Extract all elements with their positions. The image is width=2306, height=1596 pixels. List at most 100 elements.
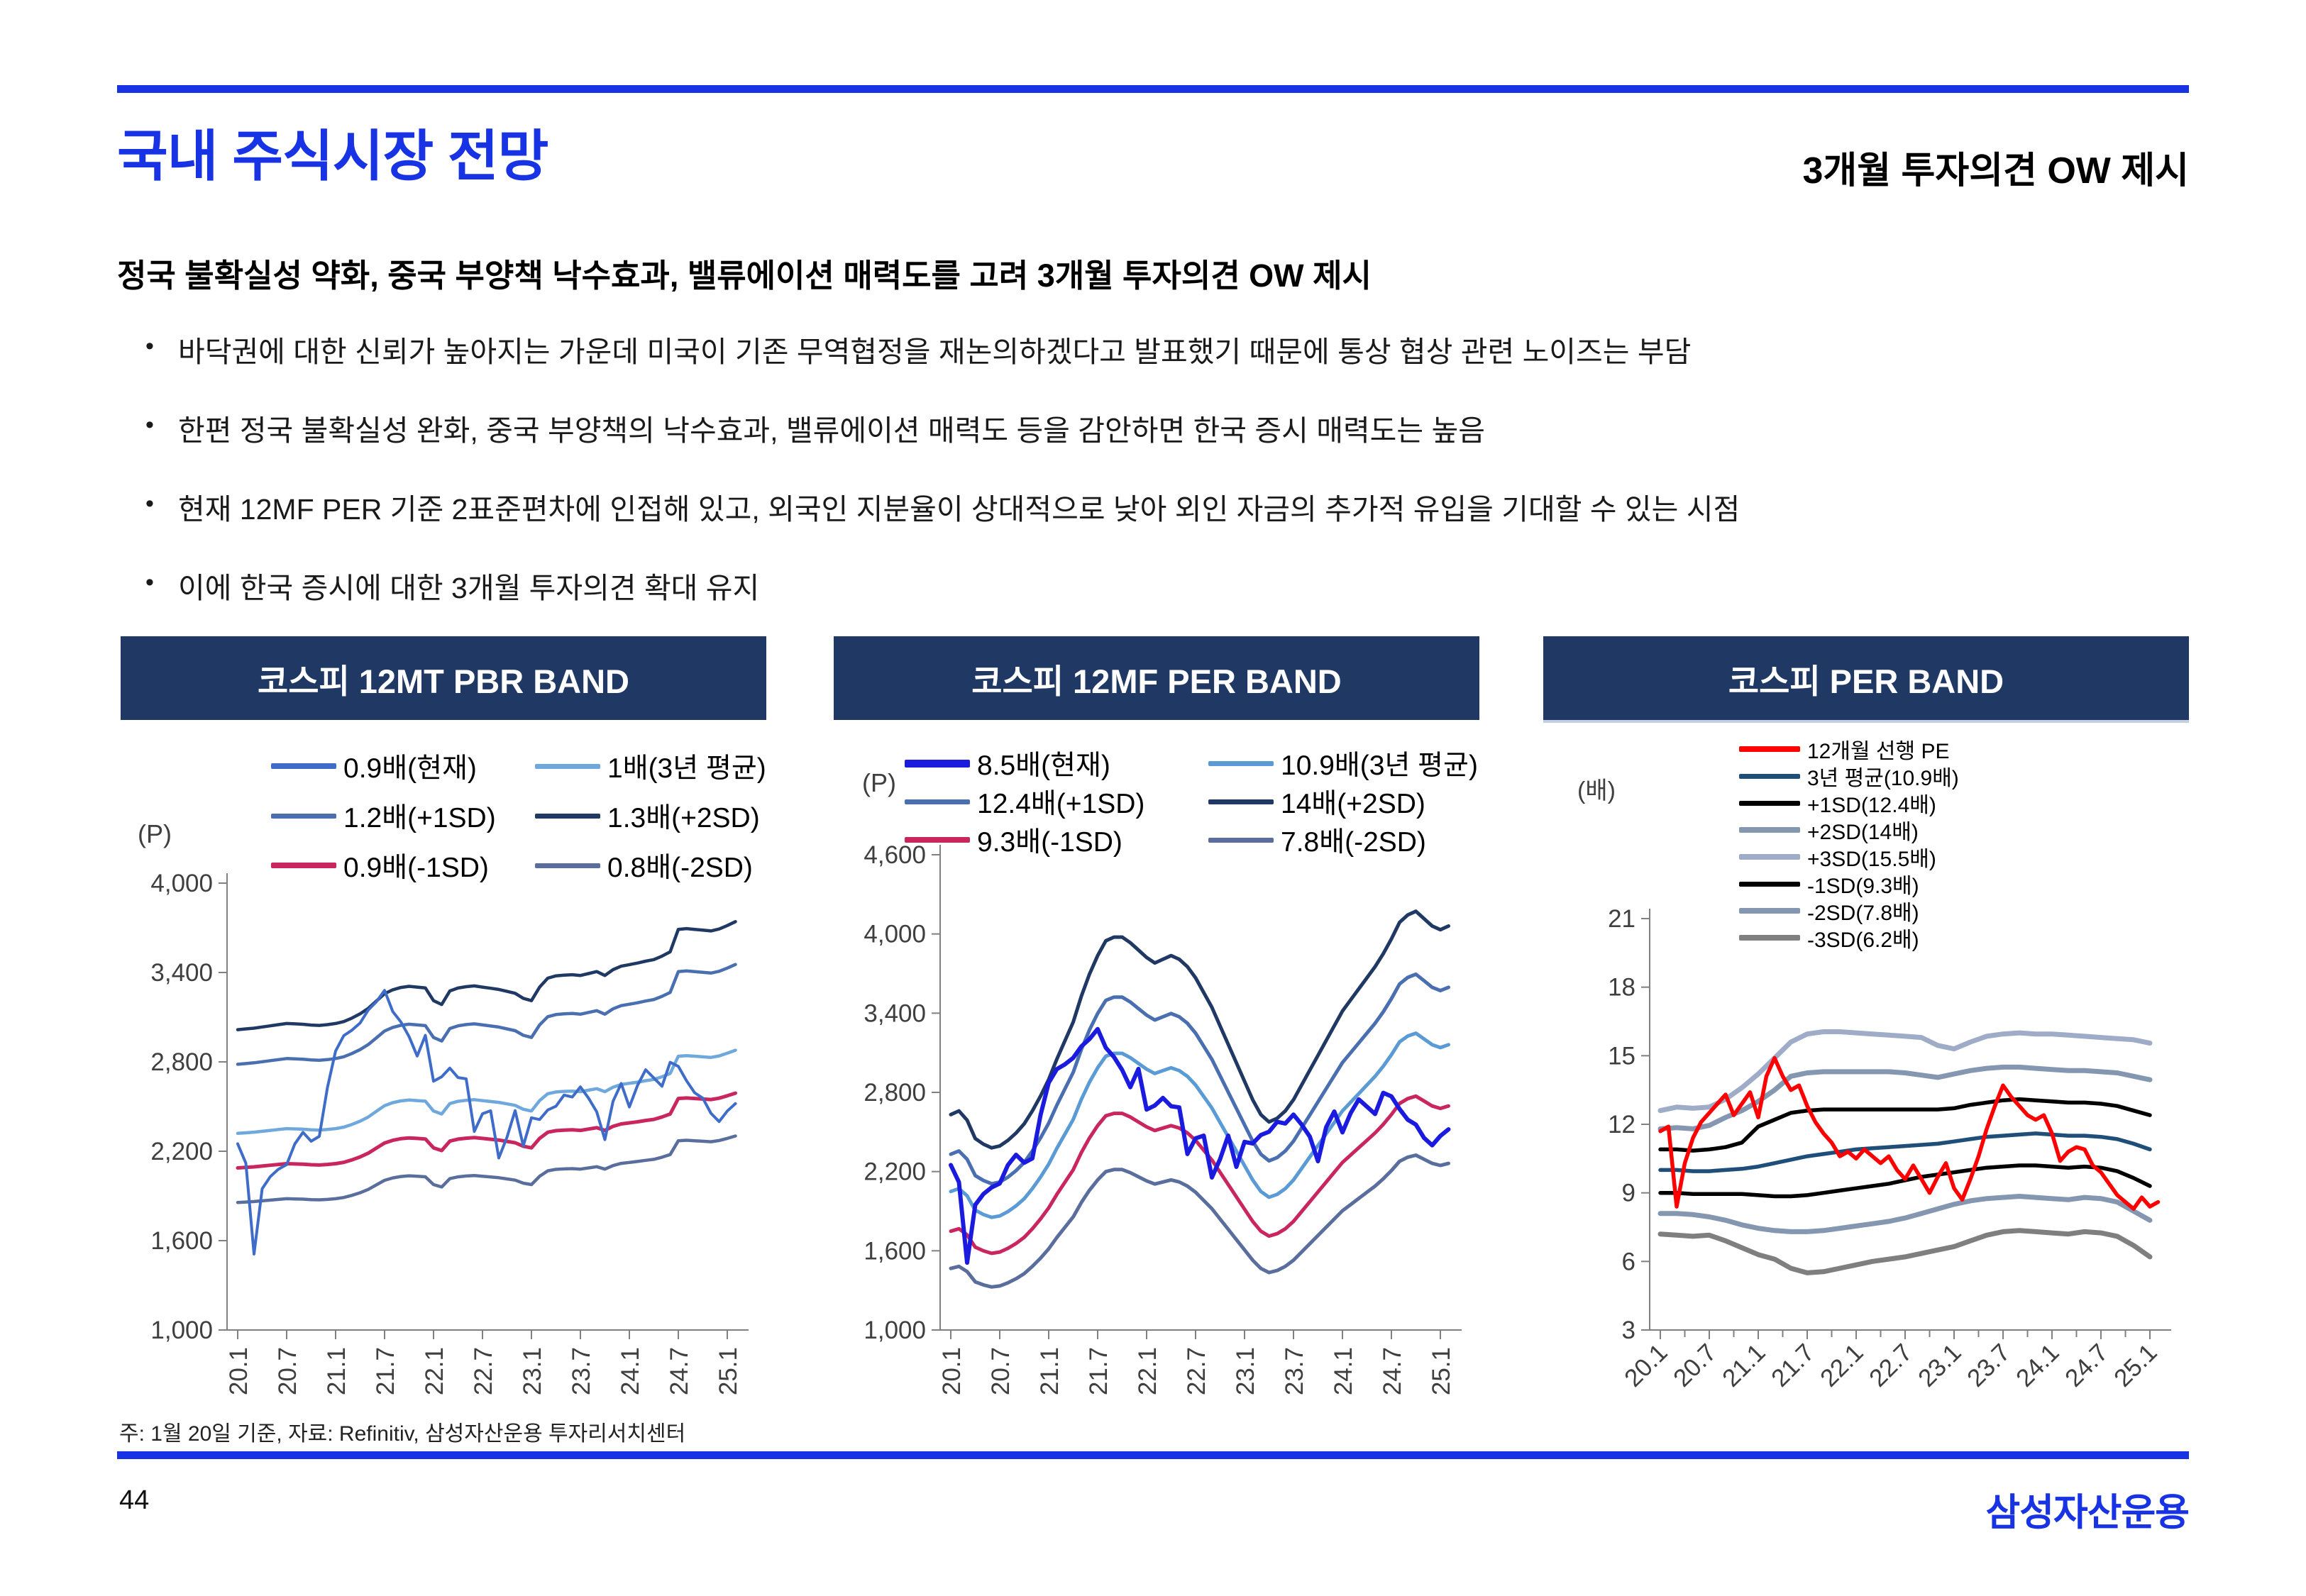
x-tick-label: 24.1 xyxy=(617,1347,644,1395)
legend-item: 9.3배(-1SD) xyxy=(905,821,1208,859)
series-line-0.9배(-1SD) xyxy=(236,1091,737,1170)
pbr-band-chart: 4,000 3,400 2,800 2,200 1,600 1,000 20.1 20.7 21… xyxy=(150,870,749,1395)
x-tick-label: 21.1 xyxy=(323,1347,351,1395)
legend-label: 0.8배(-2SD) xyxy=(607,853,753,883)
legend-line-swatch-icon xyxy=(1739,881,1800,887)
legend-label: -1SD(9.3배) xyxy=(1807,875,1919,898)
legend-item: 7.8배(-2SD) xyxy=(1208,821,1478,859)
source-footnote: 주: 1월 20일 기준, 자료: Refinitiv, 삼성자산운용 투자리서… xyxy=(119,1422,686,1446)
legend-label: 1.2배(+1SD) xyxy=(343,803,496,833)
bullet-marker-icon: • xyxy=(145,411,154,438)
x-tick-label: 25.1 xyxy=(2109,1339,2163,1392)
legend-label: +2SD(14배) xyxy=(1807,821,1919,844)
series-line-8.5배(현재) xyxy=(949,1026,1451,1265)
legend-item: 0.8배(-2SD) xyxy=(535,841,766,890)
company-logo: 삼성자산운용 xyxy=(1985,1492,2190,1534)
series-line-12개월 선행 PE xyxy=(1658,1055,2161,1211)
legend-label: +1SD(12.4배) xyxy=(1807,794,1936,817)
y-tick-label: 1,600 xyxy=(150,1227,213,1255)
x-tick-label: 21.7 xyxy=(1085,1347,1113,1395)
legend-label: 0.9배(-1SD) xyxy=(343,853,489,883)
x-tick-label: 21.7 xyxy=(372,1347,399,1395)
legend-line-swatch-icon xyxy=(905,837,970,843)
legend-item: 14배(+2SD) xyxy=(1208,782,1478,821)
legend-item: 3년 평균(10.9배) xyxy=(1739,763,1959,790)
header-opinion-label: 3개월 투자의견 OW 제시 xyxy=(1802,150,2189,192)
legend-label: 7.8배(-2SD) xyxy=(1281,827,1426,858)
legend-line-swatch-icon xyxy=(905,759,970,767)
bullet-marker-icon: • xyxy=(145,333,154,360)
x-tick-label: 23.1 xyxy=(519,1347,546,1395)
x-tick-label: 24.1 xyxy=(1330,1347,1357,1395)
x-tick-label: 21.1 xyxy=(1036,1347,1064,1395)
legend-label: 12개월 선행 PE xyxy=(1807,740,1950,763)
legend-line-swatch-icon xyxy=(1739,773,1800,779)
legend-item: +2SD(14배) xyxy=(1739,816,1959,844)
x-tick-label: 23.1 xyxy=(1232,1347,1259,1395)
x-tick-label: 25.1 xyxy=(1428,1347,1455,1395)
y-tick-label: 12 xyxy=(1608,1111,1635,1138)
x-tick-label: 22.1 xyxy=(1134,1347,1162,1395)
legend-line-swatch-icon xyxy=(1739,935,1800,941)
x-tick-label: 24.7 xyxy=(1379,1347,1406,1395)
x-tick-label: 22.1 xyxy=(421,1347,448,1395)
axis-unit-label: (P) xyxy=(862,768,896,797)
legend-label: 14배(+2SD) xyxy=(1281,789,1425,819)
y-tick-label: 6 xyxy=(1622,1248,1635,1275)
y-tick-label: 3,400 xyxy=(150,959,213,987)
series-line-+1SD(12.4배) xyxy=(1658,1097,2152,1153)
series-line-9.3배(-1SD) xyxy=(949,1094,1450,1256)
legend-item: 12.4배(+1SD) xyxy=(905,782,1208,821)
legend-line-swatch-icon xyxy=(535,813,600,819)
legend-line-swatch-icon xyxy=(271,863,336,868)
legend-line-swatch-icon xyxy=(535,763,600,769)
legend-line-swatch-icon xyxy=(1739,854,1800,860)
y-tick-label: 2,800 xyxy=(150,1048,213,1076)
chart-title: 코스피 12MT PBR BAND xyxy=(257,662,630,700)
x-tick-label: 23.7 xyxy=(1962,1339,2016,1392)
legend-line-swatch-icon xyxy=(1208,837,1274,843)
series-line-10.9배(3년 평균) xyxy=(949,1031,1450,1219)
legend-label: 1.3배(+2SD) xyxy=(607,803,760,833)
x-tick-label: 20.7 xyxy=(1668,1339,1722,1392)
y-tick-label: 2,200 xyxy=(150,1138,213,1165)
y-tick-label: 3 xyxy=(1622,1317,1635,1344)
axis-unit-label: (배) xyxy=(1577,777,1616,804)
bullet-marker-icon: • xyxy=(145,490,154,517)
x-tick-label: 21.7 xyxy=(1766,1339,1820,1392)
legend-label: 12.4배(+1SD) xyxy=(977,789,1145,819)
bullet-list: • 바닥권에 대한 신뢰가 높아지는 가운데 미국이 기존 무역협정을 재논의하… xyxy=(145,328,2203,643)
bullet-item: • 한편 정국 불확실성 완화, 중국 부양책의 낙수효과, 밸류에이션 매력도… xyxy=(145,406,2203,449)
chart-legend: 0.9배(현재) 1배(3년 평균) 1.2배(+1SD) 1.3배(+2SD) 0.9… xyxy=(271,741,766,890)
bullet-item: • 바닥권에 대한 신뢰가 높아지는 가운데 미국이 기존 무역협정을 재논의하… xyxy=(145,328,2203,370)
series-line-+2SD(14배) xyxy=(1657,1064,2153,1131)
series-line-+3SD(15.5배) xyxy=(1657,1029,2153,1114)
legend-item: 12개월 선행 PE xyxy=(1739,736,1959,763)
x-tick-label: 23.7 xyxy=(1281,1347,1308,1395)
bullet-text: 바닥권에 대한 신뢰가 높아지는 가운데 미국이 기존 무역협정을 재논의하겠다… xyxy=(178,336,1692,368)
legend-item: 1배(3년 평균) xyxy=(535,741,766,791)
legend-label: 8.5배(현재) xyxy=(977,750,1110,781)
legend-line-swatch-icon xyxy=(271,763,336,769)
legend-item: -1SD(9.3배) xyxy=(1739,870,1959,898)
x-tick-label: 22.1 xyxy=(1815,1339,1869,1392)
chart-title-bar: 코스피 12MT PBR BAND xyxy=(121,636,766,720)
x-tick-label: 20.7 xyxy=(987,1347,1015,1395)
series-line-1배(3년 평균) xyxy=(236,1048,737,1136)
legend-line-swatch-icon xyxy=(535,863,600,868)
page-number: 44 xyxy=(119,1485,150,1515)
legend-item: +1SD(12.4배) xyxy=(1739,789,1959,817)
chart-title: 코스피 PER BAND xyxy=(1728,662,2004,700)
series-line-0.8배(-2SD) xyxy=(236,1134,737,1204)
y-tick-label: 18 xyxy=(1608,974,1635,1002)
bullet-item: • 현재 12MF PER 기준 2표준편차에 인접해 있고, 외국인 지분율이… xyxy=(145,485,2203,528)
legend-label: 3년 평균(10.9배) xyxy=(1807,767,1959,790)
y-tick-label: 15 xyxy=(1608,1042,1635,1070)
subtitle: 정국 불확실성 약화, 중국 부양책 낙수효과, 밸류에이션 매력도를 고려 3… xyxy=(117,257,1372,294)
legend-line-swatch-icon xyxy=(1739,827,1800,833)
series-line-1.3배(+2SD) xyxy=(236,920,737,1031)
legend-label: 0.9배(현재) xyxy=(343,753,477,784)
x-tick-label: 20.1 xyxy=(225,1347,253,1395)
y-tick-label: 1,000 xyxy=(150,1317,213,1344)
